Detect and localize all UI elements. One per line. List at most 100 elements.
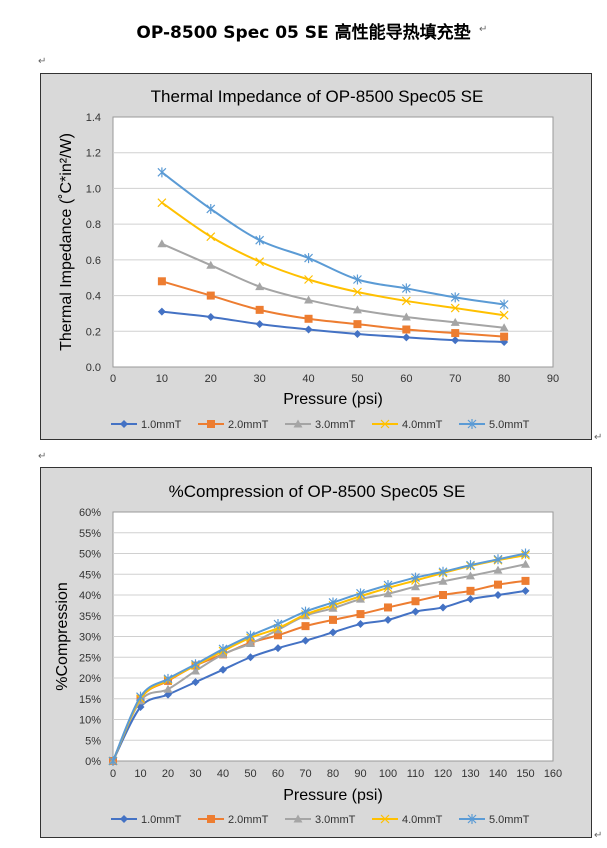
x-tick-label: 20: [205, 373, 217, 385]
data-point-marker: [439, 603, 447, 612]
data-point-marker: [255, 257, 265, 267]
series-line-1.0mmT: [161, 310, 505, 343]
data-point-marker: [304, 314, 313, 323]
data-point-marker: [157, 239, 167, 248]
data-point-marker: [450, 317, 460, 326]
data-point-marker: [329, 615, 337, 624]
data-point-marker: [304, 253, 313, 264]
data-point-marker: [293, 419, 303, 428]
compression-chart: %Compression of OP-8500 Spec05 SE 0% 5% 10%…: [40, 467, 592, 838]
data-point-marker: [466, 571, 475, 580]
data-point-marker: [353, 274, 362, 285]
series-line-1.0mmT: [112, 589, 526, 762]
data-point-marker: [384, 615, 392, 624]
data-point-marker: [120, 420, 128, 428]
legend-label: 2.0mmT: [228, 814, 269, 826]
data-point-marker: [383, 589, 393, 598]
x-tick-label: 30: [254, 373, 266, 385]
data-point-marker: [304, 295, 314, 304]
data-point-marker: [466, 560, 475, 571]
data-point-marker: [207, 815, 215, 823]
data-point-marker: [493, 565, 503, 574]
data-point-marker: [401, 312, 411, 321]
y-axis-title: %Compression: [54, 582, 71, 690]
data-point-marker: [328, 597, 338, 608]
data-point-marker: [499, 299, 509, 310]
data-point-marker: [206, 313, 215, 321]
data-point-marker: [301, 622, 310, 631]
data-point-marker: [411, 582, 420, 591]
data-point-marker: [352, 305, 362, 314]
document-title: OP-8500 Spec 05 SE 高性能导热填充垫: [136, 23, 471, 43]
legend-label: 4.0mmT: [402, 814, 443, 826]
x-tick-label: 10: [134, 768, 146, 780]
y-tick-label: 5%: [85, 735, 101, 747]
series-line-2.0mmT: [161, 280, 505, 338]
thermal-impedance-chart: Thermal Impedance of OP-8500 Spec05 SE 0.…: [40, 73, 592, 440]
data-point-marker: [438, 566, 448, 577]
data-point-marker: [356, 594, 365, 603]
x-tick-label: 60: [272, 768, 284, 780]
y-tick-label: 60%: [79, 507, 101, 519]
x-axis-title: Pressure (psi): [283, 787, 383, 804]
data-point-marker: [304, 275, 313, 284]
x-tick-label: 100: [379, 768, 397, 780]
x-axis-title: Pressure (psi): [283, 391, 383, 408]
data-point-marker: [164, 690, 172, 699]
data-point-marker: [157, 167, 167, 178]
x-tick-label: 50: [244, 768, 256, 780]
y-tick-label: 15%: [79, 694, 101, 706]
data-point-marker: [494, 591, 502, 599]
data-point-marker: [273, 619, 283, 630]
x-tick-label: 50: [351, 373, 363, 385]
data-point-marker: [293, 814, 303, 823]
y-tick-label: 10%: [79, 715, 101, 727]
data-point-marker: [493, 554, 503, 565]
paragraph-mark: ↵: [594, 830, 603, 841]
data-point-marker: [380, 419, 390, 429]
data-point-marker: [328, 603, 338, 612]
x-tick-label: 80: [327, 768, 339, 780]
legend-label: 1.0mmT: [141, 419, 182, 431]
x-tick-label: 40: [217, 768, 229, 780]
y-tick-label: 50%: [79, 549, 101, 561]
compression-chart-svg: %Compression of OP-8500 Spec05 SE 0% 5% 10%…: [54, 482, 562, 826]
paragraph-mark: ↵: [38, 56, 47, 67]
legend-label: 4.0mmT: [402, 419, 443, 431]
x-tick-label: 40: [302, 373, 314, 385]
data-point-marker: [353, 329, 362, 338]
data-point-marker: [136, 691, 145, 702]
x-tick-label: 140: [489, 768, 507, 780]
data-point-marker: [206, 291, 215, 300]
data-point-marker: [467, 814, 477, 824]
data-point-marker: [383, 580, 393, 591]
data-point-marker: [451, 336, 460, 345]
data-point-marker: [467, 419, 477, 429]
data-point-marker: [206, 260, 216, 269]
data-point-marker: [353, 287, 362, 297]
data-point-marker: [274, 644, 282, 653]
data-point-marker: [207, 420, 215, 428]
data-point-marker: [246, 630, 255, 641]
data-point-marker: [246, 653, 255, 662]
y-tick-label: 20%: [79, 673, 101, 685]
x-tick-label: 70: [449, 373, 461, 385]
data-point-marker: [163, 684, 173, 693]
y-tick-label: 1.2: [86, 148, 101, 160]
data-point-marker: [411, 607, 420, 616]
data-point-marker: [521, 576, 530, 585]
x-tick-label: 0: [110, 373, 116, 385]
data-point-marker: [274, 631, 282, 640]
data-point-marker: [191, 678, 200, 687]
y-tick-label: 0.0: [86, 362, 101, 374]
x-tick-label: 20: [162, 768, 174, 780]
data-point-marker: [494, 580, 502, 589]
data-point-marker: [191, 666, 200, 675]
y-tick-label: 0.6: [86, 255, 101, 267]
x-tick-label: 60: [400, 373, 412, 385]
data-point-marker: [157, 307, 166, 316]
chart-title: Thermal Impedance of OP-8500 Spec05 SE: [151, 87, 484, 106]
data-point-marker: [353, 320, 362, 329]
y-tick-label: 30%: [79, 632, 101, 644]
data-point-marker: [521, 586, 530, 595]
